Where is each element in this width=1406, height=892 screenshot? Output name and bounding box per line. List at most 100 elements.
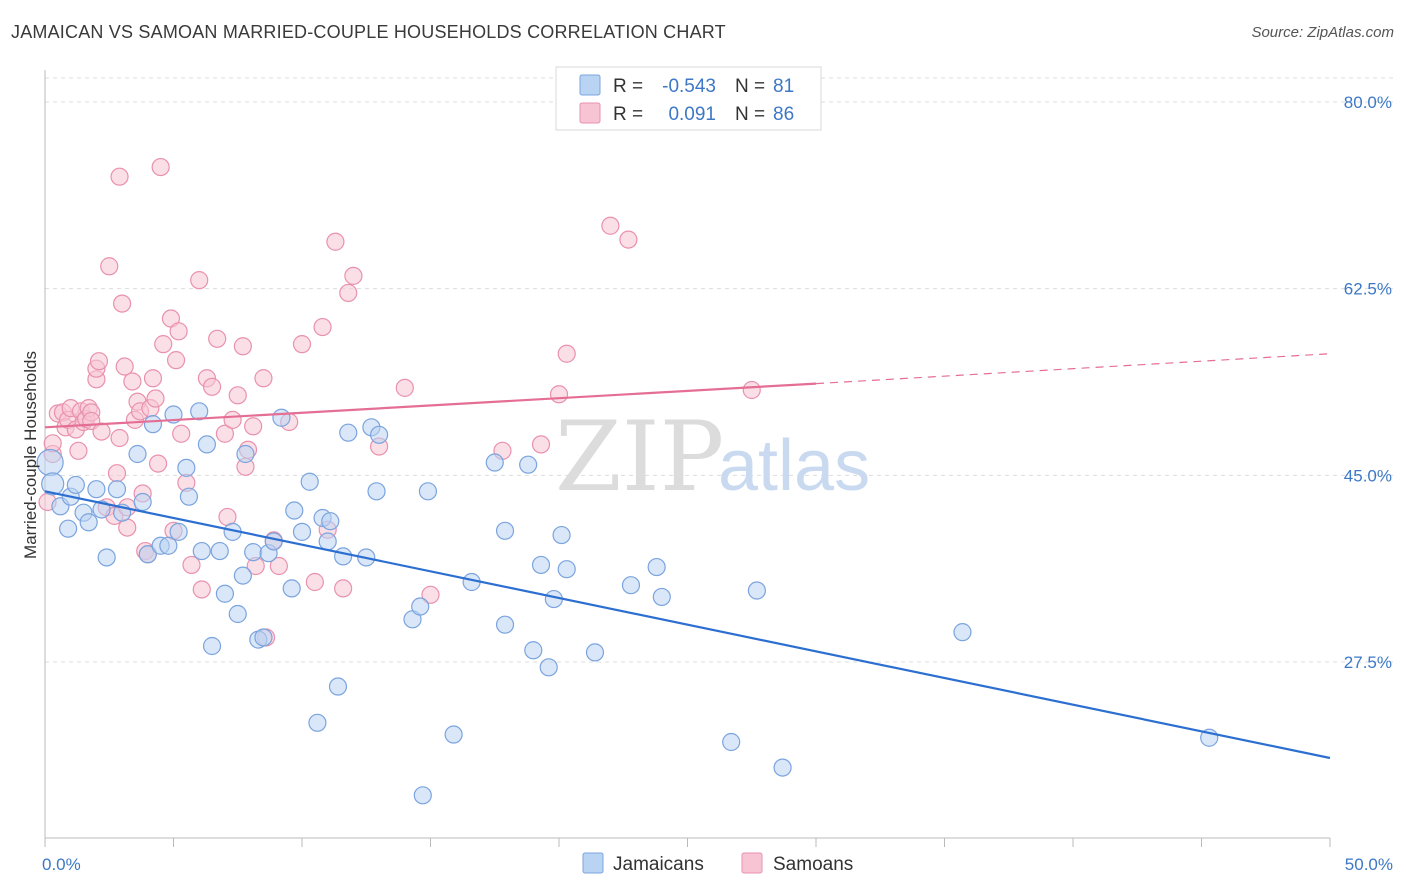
legend-r-value-samoans: 0.091 — [668, 104, 716, 125]
legend-n-value-samoans: 86 — [773, 104, 794, 125]
samoans-point-42 — [154, 335, 173, 354]
samoans-point-84 — [601, 216, 620, 235]
jamaicans-point-37 — [264, 532, 283, 551]
jamaicans-point-61 — [495, 521, 515, 540]
x-tick-label-0: 0.0% — [42, 855, 81, 874]
samoans-point-74 — [334, 579, 353, 598]
jamaicans-point-20 — [169, 522, 188, 541]
jamaicans-point-48 — [334, 547, 353, 566]
samoans-point-24 — [110, 428, 129, 448]
legend-swatch-samoans — [579, 102, 601, 124]
jamaicans-point-73 — [652, 587, 671, 607]
samoans-point-38 — [143, 369, 163, 388]
samoans-point-57 — [223, 410, 242, 429]
jamaicans-point-24 — [192, 541, 211, 561]
samoans-point-50 — [190, 271, 209, 290]
series-legend-label-jamaicans: Jamaicans — [613, 854, 704, 875]
jamaicans-point-3 — [59, 519, 78, 538]
chart-source: Source: ZipAtlas.com — [1251, 24, 1394, 41]
jamaicans-point-10 — [97, 548, 116, 567]
samoans-point-86 — [742, 380, 761, 400]
jamaicans-point-15 — [138, 545, 157, 564]
samoans-point-85 — [619, 230, 638, 249]
legend-swatch-jamaicans — [579, 74, 601, 96]
samoans-point-39 — [146, 389, 165, 408]
samoans-point-83 — [557, 344, 576, 363]
legend-r-value-jamaicans: -0.543 — [662, 76, 716, 97]
jamaicans-point-57 — [418, 482, 438, 501]
jamaicans-point-56 — [413, 786, 432, 805]
samoans-point-51 — [192, 580, 211, 599]
jamaicans-point-75 — [747, 581, 766, 600]
jamaicans-point-35 — [254, 628, 273, 647]
trend-lines — [44, 353, 1331, 760]
y-tick-label-2: 62.5% — [1344, 280, 1392, 299]
samoans-point-45 — [166, 351, 186, 370]
jamaicans-point-64 — [524, 641, 543, 660]
samoans-point-64 — [254, 369, 273, 388]
jamaicans-point-53 — [370, 425, 389, 444]
jamaicans-point-26 — [202, 636, 222, 656]
samoans-point-81 — [531, 435, 551, 454]
jamaicans-point-8 — [87, 480, 106, 499]
jamaicans-point-40 — [285, 501, 304, 520]
samoans-point-30 — [123, 372, 142, 391]
samoans-point-67 — [269, 556, 288, 576]
series-legend-swatch-jamaicans — [582, 852, 604, 874]
samoans-point-59 — [233, 337, 252, 356]
legend-r-label-samoans: R = — [613, 104, 643, 125]
jamaicans-point-58 — [444, 725, 463, 744]
jamaicans-point-21 — [177, 458, 196, 477]
jamaicans-point-13 — [128, 444, 147, 464]
samoans-point-76 — [344, 266, 363, 285]
legend-n-label-jamaicans: N = — [735, 76, 765, 97]
samoans-point-54 — [208, 329, 227, 348]
watermark: ZIP atlas — [555, 401, 870, 513]
samoans-trend-extension — [815, 353, 1331, 385]
samoans-point-47 — [172, 424, 191, 443]
samoans-point-73 — [326, 232, 345, 251]
jamaicans-point-69 — [557, 560, 576, 579]
jamaicans-point-43 — [308, 713, 327, 732]
samoans-point-69 — [292, 335, 312, 354]
jamaicans-point-70 — [585, 643, 605, 662]
jamaicans-point-14 — [133, 492, 152, 512]
jamaicans-point-49 — [339, 423, 358, 442]
samoans-point-70 — [305, 572, 324, 592]
x-tick-labels: 0.0% 50.0% — [42, 855, 1393, 874]
samoans-point-46 — [169, 322, 188, 341]
jamaicans-point-23 — [190, 402, 209, 421]
jamaicans-point-77 — [953, 623, 972, 642]
jamaicans-point-63 — [519, 455, 538, 474]
jamaicans-point-30 — [228, 604, 247, 624]
correlation-legend: R = -0.543 N = 81 R = 0.091 N = 86 — [555, 66, 822, 131]
samoans-point-18 — [89, 352, 109, 371]
jamaicans-point-0 — [36, 448, 64, 477]
samoans-point-9 — [69, 441, 88, 460]
series-legend: Jamaicans Samoans — [582, 852, 853, 875]
legend-r-label-jamaicans: R = — [613, 76, 643, 97]
jamaicans-point-66 — [539, 658, 558, 677]
jamaicans-trend-line — [44, 490, 1331, 760]
samoans-point-55 — [215, 424, 234, 443]
jamaicans-point-41 — [292, 522, 312, 541]
y-tick-label-1: 45.0% — [1344, 466, 1392, 485]
samoans-point-21 — [100, 257, 119, 276]
samoans-point-75 — [339, 283, 358, 303]
jamaicans-point-47 — [328, 677, 348, 696]
jamaicans-point-9 — [92, 500, 111, 519]
series-legend-label-samoans: Samoans — [773, 854, 853, 875]
jamaicans-point-16 — [143, 415, 163, 434]
samoans-point-79 — [421, 585, 440, 604]
jamaicans-point-39 — [282, 579, 301, 598]
y-axis-title: Married-couple Households — [21, 351, 40, 559]
series-legend-swatch-samoans — [741, 852, 763, 874]
samoans-point-40 — [148, 454, 168, 473]
jamaicans-point-5 — [66, 475, 85, 495]
samoans-point-23 — [107, 464, 127, 483]
samoans-point-82 — [549, 385, 569, 404]
jamaicans-point-31 — [233, 566, 252, 585]
jamaicans-point-55 — [411, 597, 430, 616]
samoans-point-62 — [244, 417, 263, 436]
